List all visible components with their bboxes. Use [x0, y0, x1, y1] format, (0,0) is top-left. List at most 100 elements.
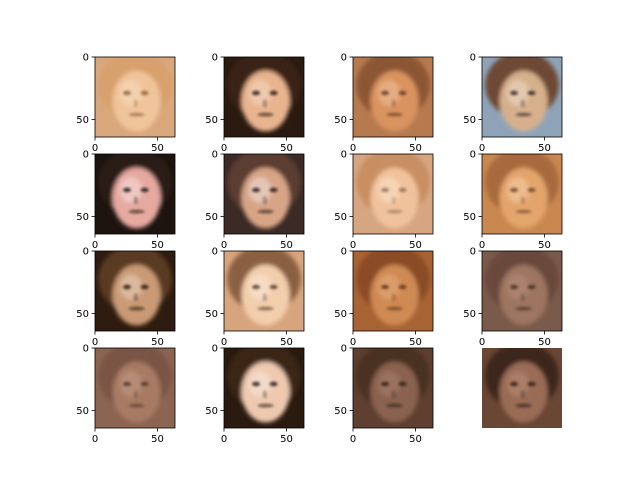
face-blur-layer — [98, 348, 172, 423]
mouth — [257, 209, 274, 214]
nose-shadow — [262, 293, 267, 302]
face-features — [381, 187, 407, 214]
nose-shadow — [391, 99, 396, 108]
mouth — [515, 403, 532, 408]
face-features — [123, 381, 149, 408]
y-tick-label-0: 0 — [212, 53, 218, 64]
x-tick-label-50: 50 — [280, 143, 293, 154]
left-eye — [510, 284, 518, 290]
right-eye — [269, 284, 278, 290]
face-image — [482, 57, 562, 137]
mouth — [257, 306, 274, 311]
face-image — [95, 57, 175, 137]
axis-frame — [481, 56, 563, 138]
y-tick-label-0: 0 — [341, 53, 347, 64]
nose-shadow — [133, 390, 138, 399]
x-tick-label-0: 0 — [92, 434, 98, 445]
face-features — [123, 284, 149, 311]
nose-shadow — [262, 99, 267, 108]
y-tick-label-50: 50 — [76, 212, 89, 223]
panel-face-r3c4: 0 50 0 50 — [463, 247, 563, 348]
x-tick-label-0: 0 — [221, 240, 227, 251]
axis-frame — [94, 153, 176, 235]
left-eye — [252, 381, 260, 387]
left-eye — [381, 284, 389, 290]
y-tick-label-50: 50 — [463, 212, 476, 223]
x-tick-label-50: 50 — [151, 434, 164, 445]
face-image — [224, 348, 304, 428]
x-tick-label-0: 0 — [92, 337, 98, 348]
y-tick-label-50: 50 — [334, 406, 347, 417]
mouth — [128, 209, 145, 214]
x-tick-label-0: 0 — [479, 337, 485, 348]
x-tick-label-50: 50 — [409, 337, 422, 348]
right-eye — [269, 381, 278, 387]
panel-face-r4c1: 0 50 0 50 — [76, 344, 176, 445]
face-blur-layer — [356, 154, 430, 229]
left-eye — [123, 381, 131, 387]
x-tick-label-50: 50 — [409, 434, 422, 445]
axis-frame — [352, 153, 434, 235]
face-features — [123, 187, 149, 214]
x-tick-label-50: 50 — [280, 240, 293, 251]
face-features — [381, 90, 407, 117]
right-eye — [527, 284, 536, 290]
left-eye — [252, 187, 260, 193]
face-features — [252, 381, 278, 408]
face-features — [252, 284, 278, 311]
y-tick-label-0: 0 — [83, 53, 89, 64]
mouth — [128, 403, 145, 408]
axis-frame — [94, 250, 176, 332]
nose-shadow — [391, 196, 396, 205]
right-eye — [140, 284, 149, 290]
nose-shadow — [520, 99, 525, 108]
face-image — [224, 57, 304, 137]
right-eye — [140, 90, 149, 96]
left-eye — [510, 90, 518, 96]
y-tick-label-50: 50 — [76, 309, 89, 320]
x-tick-label-0: 0 — [221, 337, 227, 348]
panel-face-r1c1: 0 50 0 50 — [76, 53, 176, 154]
nose-shadow — [133, 196, 138, 205]
face-image — [224, 154, 304, 234]
panel-face-r3c3: 0 50 0 50 — [334, 247, 434, 348]
axis-frame — [352, 56, 434, 138]
mouth — [515, 209, 532, 214]
x-tick-label-0: 0 — [479, 240, 485, 251]
mouth — [257, 403, 274, 408]
panel-face-r2c3: 0 50 0 50 — [334, 150, 434, 251]
left-eye — [510, 381, 518, 387]
y-tick-label-50: 50 — [205, 212, 218, 223]
panel-face-r4c2: 0 50 0 50 — [205, 344, 305, 445]
y-tick-label-50: 50 — [463, 115, 476, 126]
axis-frame — [94, 56, 176, 138]
nose-shadow — [262, 196, 267, 205]
axis-frame — [481, 250, 563, 332]
panel-face-r3c1: 0 50 0 50 — [76, 247, 176, 348]
x-tick-label-50: 50 — [409, 143, 422, 154]
panel-face-r3c2: 0 50 0 50 — [205, 247, 305, 348]
nose-shadow — [520, 390, 525, 399]
right-eye — [140, 187, 149, 193]
y-tick-label-0: 0 — [83, 247, 89, 258]
x-tick-label-50: 50 — [409, 240, 422, 251]
face-features — [510, 187, 536, 214]
panel-face-r1c4: 0 50 0 50 — [463, 53, 563, 154]
x-tick-label-0: 0 — [221, 143, 227, 154]
face-features — [510, 381, 536, 408]
axis-frame — [352, 347, 434, 429]
y-tick-label-50: 50 — [463, 309, 476, 320]
y-tick-label-0: 0 — [83, 344, 89, 355]
face-image — [95, 348, 175, 428]
y-tick-label-0: 0 — [470, 247, 476, 258]
face-features — [123, 90, 149, 117]
right-eye — [398, 284, 407, 290]
x-tick-label-50: 50 — [280, 337, 293, 348]
mouth — [257, 112, 274, 117]
y-tick-label-0: 0 — [212, 150, 218, 161]
y-tick-label-50: 50 — [205, 115, 218, 126]
mouth — [386, 306, 403, 311]
left-eye — [381, 90, 389, 96]
left-eye — [381, 381, 389, 387]
mouth — [386, 112, 403, 117]
